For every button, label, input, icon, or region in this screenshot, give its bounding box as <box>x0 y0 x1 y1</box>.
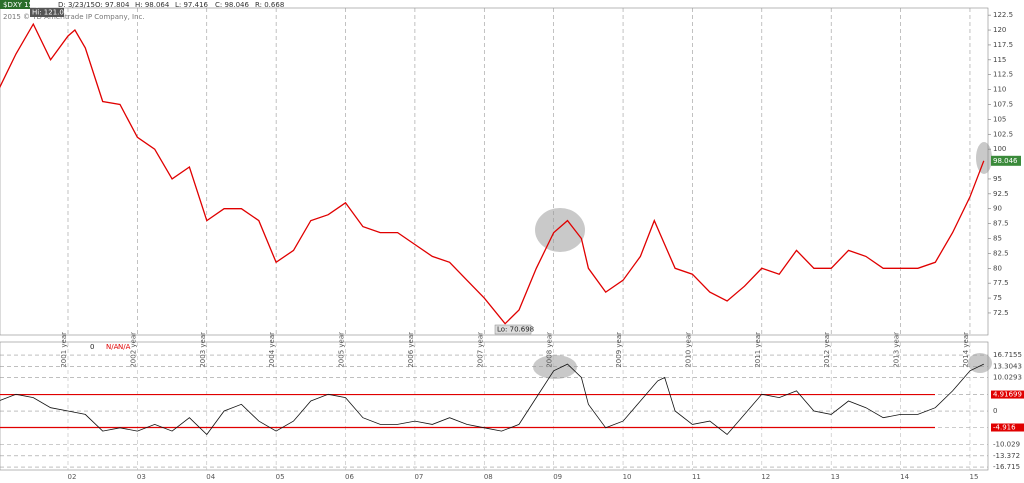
lo-label: Lo: 70.698 <box>497 326 534 334</box>
last-price-bg <box>991 155 1021 166</box>
y-tick-label: 100 <box>993 145 1006 153</box>
year-label: 2009 year <box>615 332 623 368</box>
y-tick-label: 90 <box>993 205 1002 213</box>
y-tick-label: 117.5 <box>993 41 1013 49</box>
x-tick-label: 15 <box>969 473 978 481</box>
x-tick-label: 05 <box>276 473 285 481</box>
x-tick-label: 07 <box>414 473 423 481</box>
legend-entry: N/A <box>118 343 131 351</box>
header-date: D: 3/23/15 <box>58 1 95 9</box>
y-tick-label: 115 <box>993 56 1006 64</box>
y-tick-label: 4.91699 <box>993 391 1022 399</box>
year-label: 2011 year <box>754 332 762 368</box>
year-label: 2006 year <box>407 332 415 368</box>
lo-label-bg <box>494 324 532 335</box>
x-tick-label: 10 <box>623 473 632 481</box>
series-line <box>0 363 984 436</box>
y-tick-label: 75 <box>993 294 1002 302</box>
header-open: O: 97.804 <box>95 1 130 9</box>
y-tick-label: 107.5 <box>993 100 1013 108</box>
copyright: 2015 © TD Ameritrade IP Company, Inc. <box>3 13 145 21</box>
hi-label: Hi: 121.02 <box>32 9 68 17</box>
y-tick-label: -16.715 <box>993 463 1020 471</box>
year-label: 2008 year <box>546 332 554 368</box>
year-label: 2010 year <box>684 332 692 368</box>
price-panel <box>0 7 989 336</box>
y-tick-label: 92.5 <box>993 190 1009 198</box>
symbol-box <box>0 0 30 9</box>
year-label: 2012 year <box>823 332 831 368</box>
x-tick-label: 14 <box>900 473 909 481</box>
year-label: 2005 year <box>338 332 346 368</box>
y-tick-label: 72.5 <box>993 309 1009 317</box>
y-tick-label: 10.0293 <box>993 373 1022 381</box>
year-label: 2001 year <box>60 332 68 368</box>
header-range: R: 0.668 <box>255 1 284 9</box>
symbol: $DXY 15 y W <box>3 1 49 9</box>
y-tick-label: 105 <box>993 115 1006 123</box>
legend-entry: 0 <box>90 343 94 351</box>
y-tick-label: 87.5 <box>993 220 1009 228</box>
y-tick-label: 120 <box>993 26 1006 34</box>
last-price-label: 98.046 <box>993 157 1018 165</box>
year-label: 2002 year <box>129 332 137 368</box>
highlight-ellipse <box>535 208 585 252</box>
oscillator-panel <box>0 341 989 471</box>
y-tick-label: 122.5 <box>993 11 1013 19</box>
y-tick-label: 0 <box>993 407 997 415</box>
x-tick-label: 12 <box>761 473 770 481</box>
year-label: 2013 year <box>893 332 901 368</box>
x-tick-label: 13 <box>831 473 840 481</box>
highlight-ellipse <box>533 355 577 379</box>
y-tick-label: 16.7155 <box>993 351 1022 359</box>
x-tick-label: 04 <box>206 473 215 481</box>
y-tick-label: 110 <box>993 86 1006 94</box>
y-tick-label: 85 <box>993 235 1002 243</box>
header-close: C: 98.046 <box>215 1 250 9</box>
y-tick-label: -13.372 <box>993 452 1020 460</box>
x-tick-label: 06 <box>345 473 354 481</box>
x-tick-label: 08 <box>484 473 493 481</box>
y-tick-label: -4.916 <box>993 423 1016 431</box>
highlight-ellipse <box>976 142 992 174</box>
tick-label-bg <box>991 390 1024 399</box>
y-tick-label: 80 <box>993 264 1002 272</box>
x-tick-label: 02 <box>68 473 77 481</box>
year-label: 2004 year <box>268 332 276 368</box>
y-tick-label: 112.5 <box>993 71 1013 79</box>
y-tick-label: 95 <box>993 175 1002 183</box>
y-tick-label: -10.029 <box>993 441 1020 449</box>
series-line <box>0 22 985 325</box>
hi-label-bg <box>30 8 64 17</box>
year-label: 2014 year <box>962 332 970 368</box>
header-high: H: 98.064 <box>135 1 170 9</box>
y-tick-label: 13.3043 <box>993 362 1022 370</box>
header-low: L: 97.416 <box>175 1 209 9</box>
tick-label-bg <box>991 423 1024 432</box>
highlight-ellipse <box>968 353 992 373</box>
legend-entry: N/A <box>106 343 119 351</box>
x-tick-label: 09 <box>553 473 562 481</box>
y-tick-label: 102.5 <box>993 130 1013 138</box>
year-label: 2007 year <box>476 332 484 368</box>
y-tick-label: 77.5 <box>993 279 1009 287</box>
year-label: 2003 year <box>199 332 207 368</box>
x-tick-label: 03 <box>137 473 146 481</box>
y-tick-label: 82.5 <box>993 249 1009 257</box>
x-tick-label: 11 <box>692 473 701 481</box>
